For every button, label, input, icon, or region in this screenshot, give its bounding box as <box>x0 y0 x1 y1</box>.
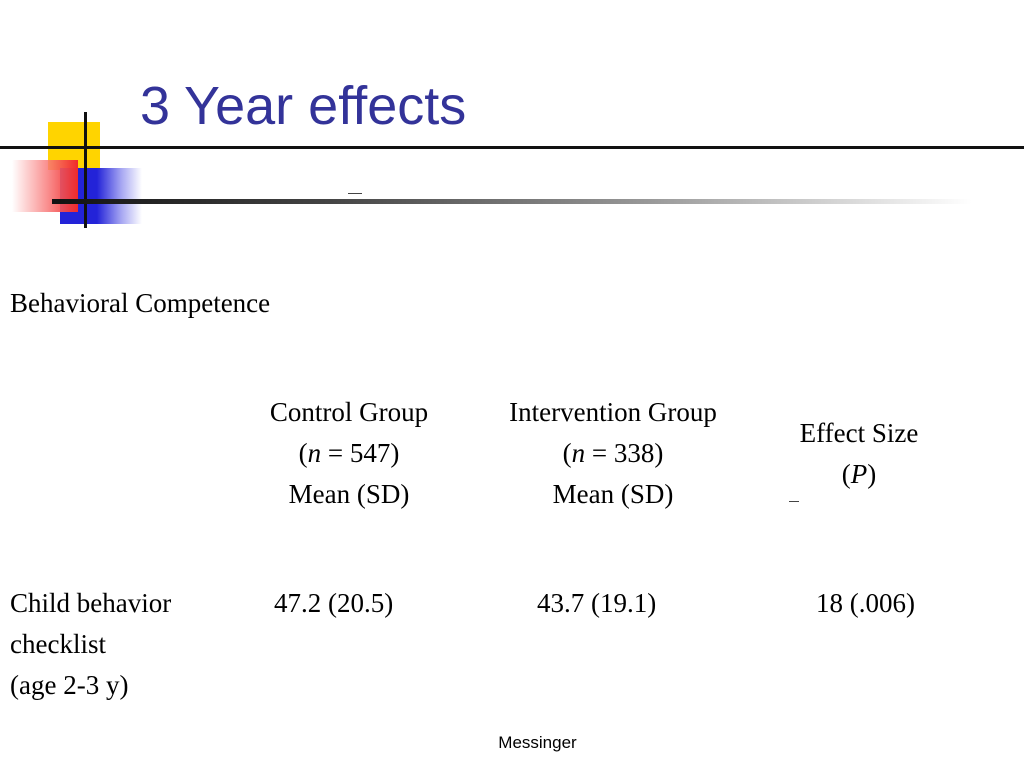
column-header-statistic: Mean (SD) <box>552 479 674 509</box>
cell-intervention-value: 43.7 (19.1) <box>537 588 657 618</box>
decorative-vertical-line <box>84 112 87 228</box>
row-label-child-behavior-checklist: Child behavior checklist (age 2-3 y) <box>10 583 171 706</box>
column-header-name: Effect Size <box>799 418 919 448</box>
column-header-name: Control Group <box>269 397 429 427</box>
title-divider-line <box>0 146 1024 149</box>
column-header-p-value: (P) <box>841 459 877 489</box>
cell-effect-size-value: 18 (.006) <box>816 588 915 618</box>
decorative-red-square <box>12 160 78 212</box>
gradient-divider-line <box>52 199 972 204</box>
row-label-line: (age 2-3 y) <box>10 670 129 700</box>
column-header-control-group: Control Group (n = 547) Mean (SD) <box>234 392 464 515</box>
column-header-name: Intervention Group <box>509 397 717 427</box>
column-header-sample-size: (n = 338) <box>562 438 664 468</box>
row-label-line: checklist <box>10 629 106 659</box>
slide-footer: Messinger <box>498 733 577 752</box>
row-label-line: Child behavior <box>10 588 172 618</box>
column-header-statistic: Mean (SD) <box>288 479 410 509</box>
section-heading: Behavioral Competence <box>10 288 271 318</box>
column-header-intervention-group: Intervention Group (n = 338) Mean (SD) <box>474 392 752 515</box>
column-header-effect-size: Effect Size (P) <box>764 413 954 495</box>
slide-title: 3 Year effects <box>140 76 467 136</box>
cell-control-value: 47.2 (20.5) <box>274 588 394 618</box>
column-header-sample-size: (n = 547) <box>298 438 400 468</box>
decorative-dash <box>348 193 362 194</box>
decorative-dash <box>789 501 799 502</box>
